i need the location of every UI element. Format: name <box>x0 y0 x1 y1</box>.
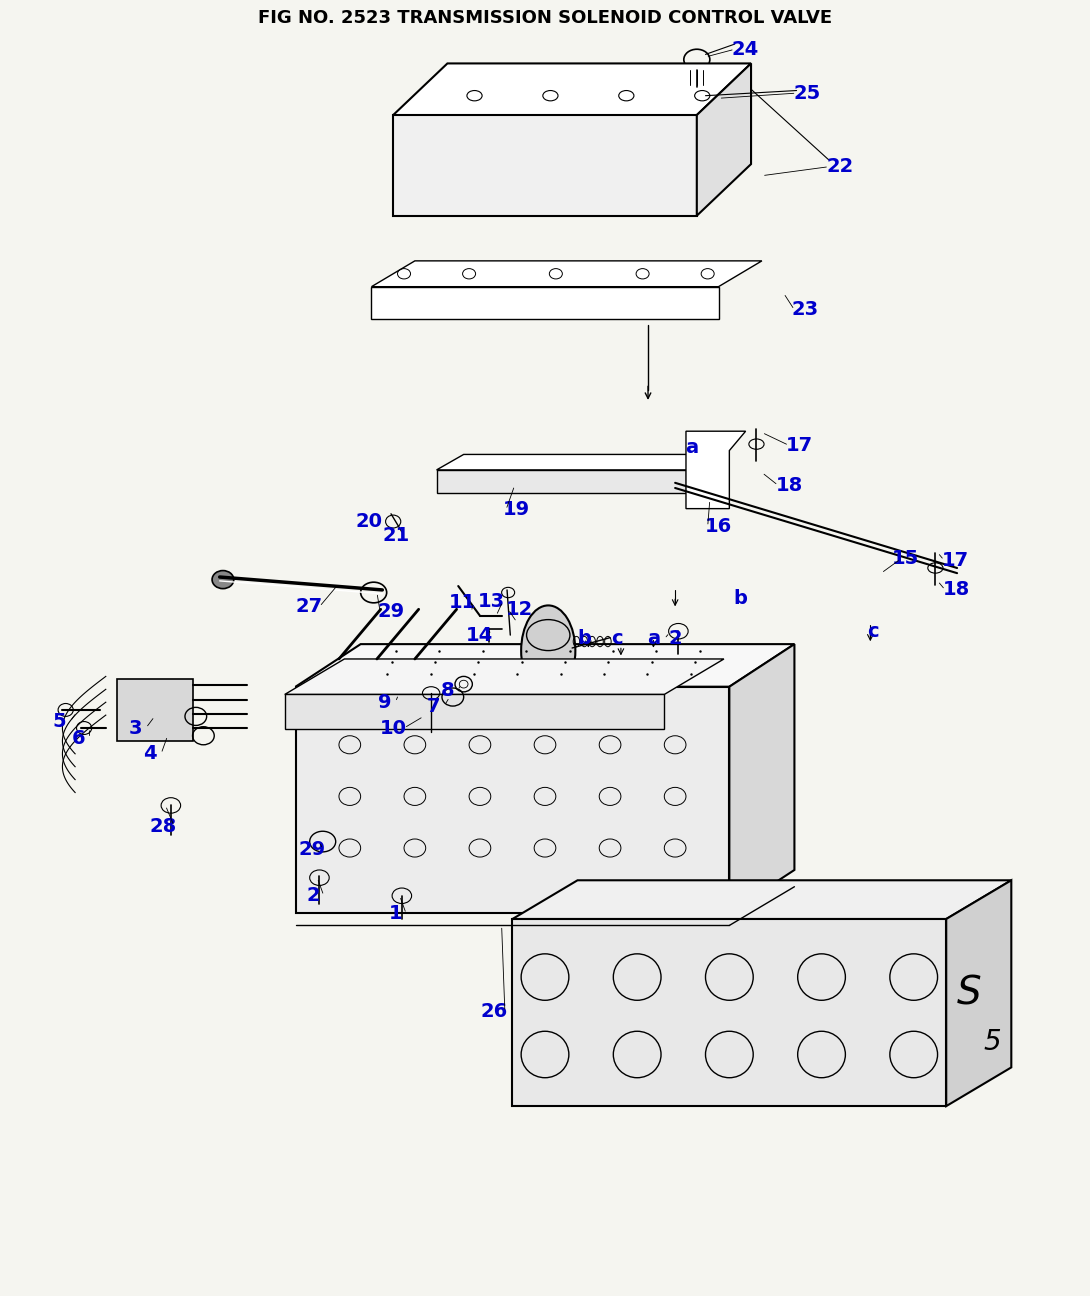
Text: 10: 10 <box>379 718 407 737</box>
Text: 17: 17 <box>786 435 813 455</box>
Text: c: c <box>867 622 879 640</box>
Text: 19: 19 <box>504 500 531 520</box>
Text: a: a <box>646 630 661 648</box>
Polygon shape <box>284 658 724 695</box>
Text: 26: 26 <box>481 1002 508 1021</box>
Text: a: a <box>685 438 698 457</box>
Text: b: b <box>577 630 591 648</box>
Text: 5: 5 <box>983 1028 1001 1056</box>
Polygon shape <box>295 644 795 687</box>
Polygon shape <box>372 286 718 319</box>
Text: 2: 2 <box>306 886 319 906</box>
Text: 18: 18 <box>943 581 970 600</box>
Text: 3: 3 <box>129 718 142 737</box>
Polygon shape <box>437 470 686 494</box>
Text: 20: 20 <box>355 512 383 531</box>
Text: S: S <box>957 975 981 1012</box>
Text: 24: 24 <box>732 40 760 58</box>
Text: 11: 11 <box>449 594 476 612</box>
Text: 22: 22 <box>826 157 853 176</box>
Polygon shape <box>686 432 746 508</box>
Polygon shape <box>393 115 697 215</box>
Text: 13: 13 <box>479 592 506 610</box>
Text: 17: 17 <box>942 551 969 570</box>
Text: 4: 4 <box>144 744 157 763</box>
Text: 27: 27 <box>295 597 323 616</box>
Polygon shape <box>512 919 946 1105</box>
Text: FIG NO. 2523 TRANSMISSION SOLENOID CONTROL VALVE: FIG NO. 2523 TRANSMISSION SOLENOID CONTR… <box>258 9 832 27</box>
Text: 28: 28 <box>149 816 177 836</box>
Polygon shape <box>946 880 1012 1105</box>
Text: 8: 8 <box>440 682 455 700</box>
Text: b: b <box>734 590 747 608</box>
Text: 14: 14 <box>467 626 494 644</box>
Text: 18: 18 <box>775 476 802 495</box>
Polygon shape <box>697 64 751 215</box>
Text: 25: 25 <box>794 84 821 102</box>
Text: 23: 23 <box>791 301 819 319</box>
Text: 9: 9 <box>378 692 391 712</box>
Text: 1: 1 <box>388 905 402 923</box>
Ellipse shape <box>213 570 233 588</box>
Text: 29: 29 <box>299 840 326 859</box>
Polygon shape <box>393 64 751 115</box>
Text: 29: 29 <box>377 603 404 621</box>
Polygon shape <box>729 644 795 912</box>
Text: 15: 15 <box>892 550 919 569</box>
Ellipse shape <box>521 605 576 696</box>
Text: 21: 21 <box>383 526 410 546</box>
Text: 2: 2 <box>668 630 682 648</box>
Text: 16: 16 <box>705 517 732 537</box>
Polygon shape <box>295 687 729 912</box>
Text: 5: 5 <box>52 712 66 731</box>
Polygon shape <box>284 695 664 730</box>
Polygon shape <box>372 260 762 286</box>
Text: 6: 6 <box>72 728 85 748</box>
Polygon shape <box>437 455 713 470</box>
Text: 7: 7 <box>426 696 440 715</box>
Bar <box>117 679 193 741</box>
Text: c: c <box>610 630 622 648</box>
Polygon shape <box>512 880 1012 919</box>
Text: 12: 12 <box>506 600 533 618</box>
